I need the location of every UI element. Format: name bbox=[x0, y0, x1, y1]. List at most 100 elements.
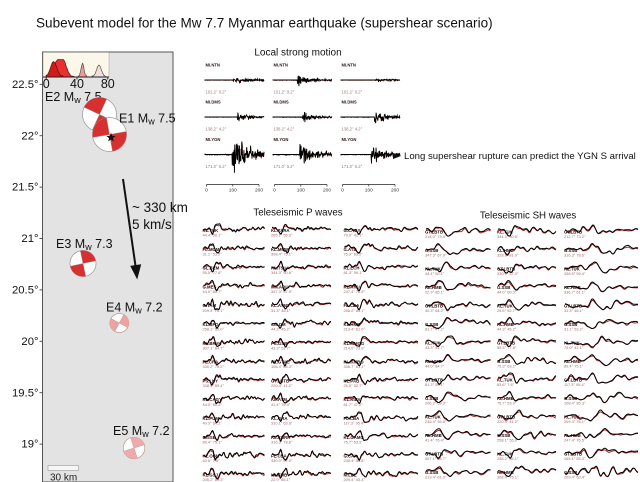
svg-text:KL.GSJ: KL.GSJ bbox=[203, 472, 219, 477]
svg-text:G.SSB: G.SSB bbox=[564, 470, 577, 475]
svg-text:206.2° 69.3°: 206.2° 69.3° bbox=[425, 401, 447, 406]
svg-text:31.1° 53.2°: 31.1° 53.2° bbox=[203, 251, 223, 256]
svg-text:344.3° 50.6°: 344.3° 50.6° bbox=[271, 270, 293, 275]
svg-text:220.4° 41.2°: 220.4° 41.2° bbox=[497, 419, 519, 424]
svg-text:GT.LBTB: GT.LBTB bbox=[271, 378, 289, 383]
svg-text:KL.ECH: KL.ECH bbox=[344, 266, 360, 271]
svg-text:KL.PAB: KL.PAB bbox=[344, 378, 360, 383]
svg-text:0: 0 bbox=[205, 188, 208, 194]
svg-text:25.5° 52.7°: 25.5° 52.7° bbox=[497, 308, 517, 313]
svg-text:KL.GTAC: KL.GTAC bbox=[271, 360, 290, 365]
svg-text:~ 330 km: ~ 330 km bbox=[132, 200, 188, 215]
svg-text:KL.HMB: KL.HMB bbox=[497, 396, 514, 401]
svg-text:101.2° 9.2°: 101.2° 9.2° bbox=[274, 90, 295, 95]
svg-text:KL.HMB: KL.HMB bbox=[497, 322, 514, 327]
svg-text:171.0° 5.2°: 171.0° 5.2° bbox=[206, 164, 227, 169]
svg-text:258.1° 55.0°: 258.1° 55.0° bbox=[497, 438, 519, 443]
svg-text:310.1° 63.8°: 310.1° 63.8° bbox=[271, 421, 293, 426]
svg-text:KL.HMB: KL.HMB bbox=[497, 248, 514, 253]
svg-text:336.7° 61.1°: 336.7° 61.1° bbox=[564, 290, 586, 295]
svg-text:G.SSB: G.SSB bbox=[497, 433, 510, 438]
svg-text:20°: 20° bbox=[21, 336, 38, 348]
svg-text:206.2° 69.3°: 206.2° 69.3° bbox=[203, 477, 225, 482]
svg-text:E1 Mw 7.5: E1 Mw 7.5 bbox=[119, 112, 176, 127]
svg-text:19.5°: 19.5° bbox=[12, 387, 39, 399]
svg-text:KL.OBN: KL.OBN bbox=[203, 454, 219, 459]
svg-text:265.1° 55.3°: 265.1° 55.3° bbox=[564, 456, 586, 461]
svg-text:214.0° 73.9°: 214.0° 73.9° bbox=[344, 345, 366, 350]
svg-text:138.2° 4.2°: 138.2° 4.2° bbox=[206, 127, 227, 132]
svg-text:KL.KURK: KL.KURK bbox=[271, 435, 291, 440]
svg-text:30 km: 30 km bbox=[50, 473, 77, 482]
svg-text:101.2° 9.2°: 101.2° 9.2° bbox=[206, 90, 227, 95]
svg-text:KL.HMB: KL.HMB bbox=[344, 322, 361, 327]
svg-text:220.4° 41.2°: 220.4° 41.2° bbox=[271, 383, 293, 388]
svg-text:E4 Mw 7.2: E4 Mw 7.2 bbox=[106, 301, 163, 316]
svg-text:138.2° 4.2°: 138.2° 4.2° bbox=[342, 127, 363, 132]
svg-text:KL.HMB: KL.HMB bbox=[564, 285, 581, 290]
svg-text:100: 100 bbox=[229, 188, 237, 194]
svg-text:246.4° 55.8°: 246.4° 55.8° bbox=[344, 458, 366, 463]
svg-text:KL.HMB: KL.HMB bbox=[564, 359, 581, 364]
svg-text:117.3° 95.4°: 117.3° 95.4° bbox=[344, 421, 366, 426]
svg-text:171.0° 5.2°: 171.0° 5.2° bbox=[274, 164, 295, 169]
svg-text:316.3° 78.6°: 316.3° 78.6° bbox=[564, 253, 586, 258]
svg-text:336.7° 61.1°: 336.7° 61.1° bbox=[344, 364, 366, 369]
svg-text:44.0° 60.3°: 44.0° 60.3° bbox=[203, 402, 223, 407]
svg-text:79.0° 42.1°: 79.0° 42.1° bbox=[564, 345, 584, 350]
svg-text:117.3° 95.4°: 117.3° 95.4° bbox=[564, 382, 586, 387]
svg-text:200: 200 bbox=[323, 188, 331, 194]
svg-text:75.3° 63.2°: 75.3° 63.2° bbox=[344, 251, 364, 256]
svg-text:200: 200 bbox=[391, 188, 399, 194]
svg-text:214.0° 73.9°: 214.0° 73.9° bbox=[425, 234, 447, 239]
svg-text:20.5°: 20.5° bbox=[12, 285, 39, 297]
svg-text:G.SSB: G.SSB bbox=[425, 470, 438, 475]
svg-text:Teleseismic SH waves: Teleseismic SH waves bbox=[480, 211, 577, 222]
svg-text:81.3° 59.1°: 81.3° 59.1° bbox=[344, 270, 364, 275]
svg-text:G.SSB: G.SSB bbox=[203, 435, 216, 440]
svg-text:108.4° 85.3°: 108.4° 85.3° bbox=[564, 401, 586, 406]
svg-text:KL.TARA: KL.TARA bbox=[271, 228, 290, 233]
svg-text:KL.PUM: KL.PUM bbox=[203, 416, 220, 421]
svg-text:MI.DMS: MI.DMS bbox=[342, 100, 357, 105]
svg-text:41.4° 76.4°: 41.4° 76.4° bbox=[425, 438, 445, 443]
svg-text:GT.LBTB: GT.LBTB bbox=[497, 267, 515, 272]
svg-text:MI.NTN: MI.NTN bbox=[274, 63, 288, 68]
svg-text:KL.ATM2: KL.ATM2 bbox=[271, 303, 290, 308]
svg-text:43.3° 51.7°: 43.3° 51.7° bbox=[425, 345, 445, 350]
svg-text:KL.CAGY: KL.CAGY bbox=[203, 397, 222, 402]
svg-text:209.3° 76.1°: 209.3° 76.1° bbox=[564, 419, 586, 424]
svg-text:PS.GSB: PS.GSB bbox=[271, 341, 287, 346]
svg-text:MI.DMS: MI.DMS bbox=[206, 100, 221, 105]
svg-text:307.1° 64.7°: 307.1° 64.7° bbox=[203, 345, 225, 350]
svg-text:55.5° 77.8°: 55.5° 77.8° bbox=[497, 345, 517, 350]
svg-text:G.SSB: G.SSB bbox=[564, 322, 577, 327]
svg-text:KL.TUK: KL.TUK bbox=[497, 378, 514, 383]
svg-text:KL.HMB: KL.HMB bbox=[425, 359, 442, 364]
svg-text:MI.YGN: MI.YGN bbox=[342, 137, 357, 142]
svg-text:31.3° 46.1°: 31.3° 46.1° bbox=[271, 308, 291, 313]
svg-text:MI.DMS: MI.DMS bbox=[274, 100, 289, 105]
svg-text:KL.MMM: KL.MMM bbox=[271, 247, 289, 252]
svg-text:CM.DM: CM.DM bbox=[271, 322, 286, 327]
svg-text:209.4° 53.4°: 209.4° 53.4° bbox=[564, 475, 586, 480]
svg-text:KL.ATM: KL.ATM bbox=[271, 397, 287, 402]
svg-text:247.4° 76.5°: 247.4° 76.5° bbox=[344, 289, 366, 294]
svg-text:44.3° 45.2°: 44.3° 45.2° bbox=[497, 327, 517, 332]
svg-text:G.CAN: G.CAN bbox=[344, 454, 358, 459]
svg-text:0: 0 bbox=[273, 188, 276, 194]
svg-text:KL.BFO: KL.BFO bbox=[203, 322, 220, 327]
svg-text:KL.HMB: KL.HMB bbox=[425, 433, 442, 438]
svg-text:81.7° 47.2°: 81.7° 47.2° bbox=[344, 402, 364, 407]
svg-text:213.4° 61.0°: 213.4° 61.0° bbox=[425, 475, 447, 480]
svg-text:44.0° 84.7°: 44.0° 84.7° bbox=[425, 364, 445, 369]
svg-text:E3 Mw 7.3: E3 Mw 7.3 bbox=[56, 237, 113, 252]
svg-text:KL.KIEV: KL.KIEV bbox=[344, 397, 361, 402]
svg-text:80: 80 bbox=[101, 77, 115, 91]
svg-text:138.2° 4.2°: 138.2° 4.2° bbox=[274, 127, 295, 132]
svg-text:44.3° 45.2°: 44.3° 45.2° bbox=[271, 327, 291, 332]
svg-text:G.MES: G.MES bbox=[203, 284, 217, 289]
svg-text:258.2° 64.1°: 258.2° 64.1° bbox=[497, 456, 519, 461]
svg-text:M.LBZ: M.LBZ bbox=[344, 472, 358, 477]
svg-text:75.7° 53.9°: 75.7° 53.9° bbox=[497, 401, 517, 406]
